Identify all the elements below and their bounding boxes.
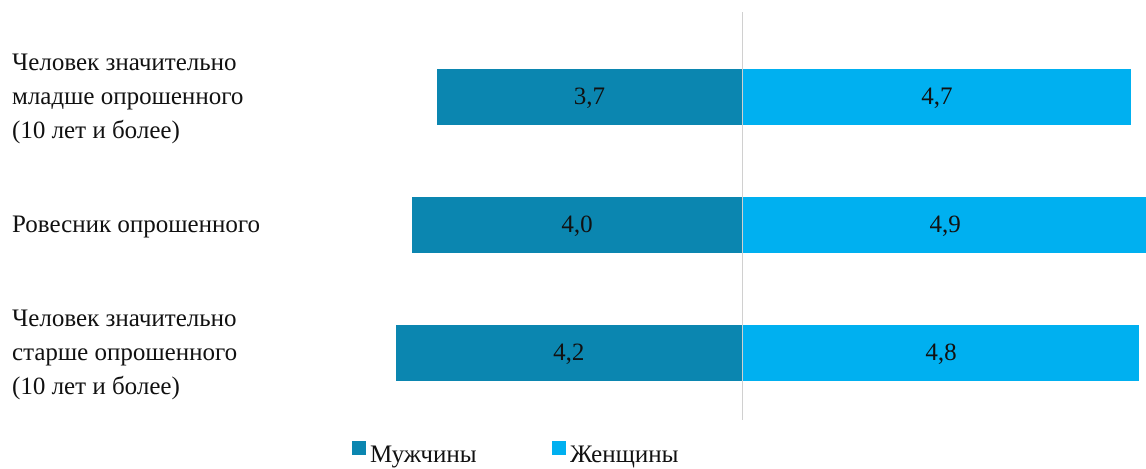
legend-swatch — [352, 441, 366, 455]
category-label: Ровесник опрошенного — [12, 211, 261, 238]
category-label: Человек значительно младше опрошенного (… — [12, 49, 244, 144]
bar — [436, 69, 742, 125]
value-label: 4,9 — [929, 211, 961, 238]
value-label: 4,0 — [561, 211, 593, 238]
category-label: Человек значительно старше опрошенного (… — [12, 305, 238, 400]
bar — [743, 197, 1146, 253]
value-label: 3,7 — [573, 83, 605, 110]
legend-text: Женщины — [570, 441, 679, 468]
legend-text: Мужчины — [370, 441, 477, 468]
bar — [395, 325, 742, 381]
value-label: 4,7 — [921, 83, 953, 110]
center-axis — [742, 12, 743, 420]
bar — [412, 197, 742, 253]
bar — [743, 69, 1131, 125]
bar — [743, 325, 1139, 381]
legend-swatch — [552, 441, 566, 455]
value-label: 4,8 — [925, 339, 957, 366]
value-label: 4,2 — [553, 339, 585, 366]
